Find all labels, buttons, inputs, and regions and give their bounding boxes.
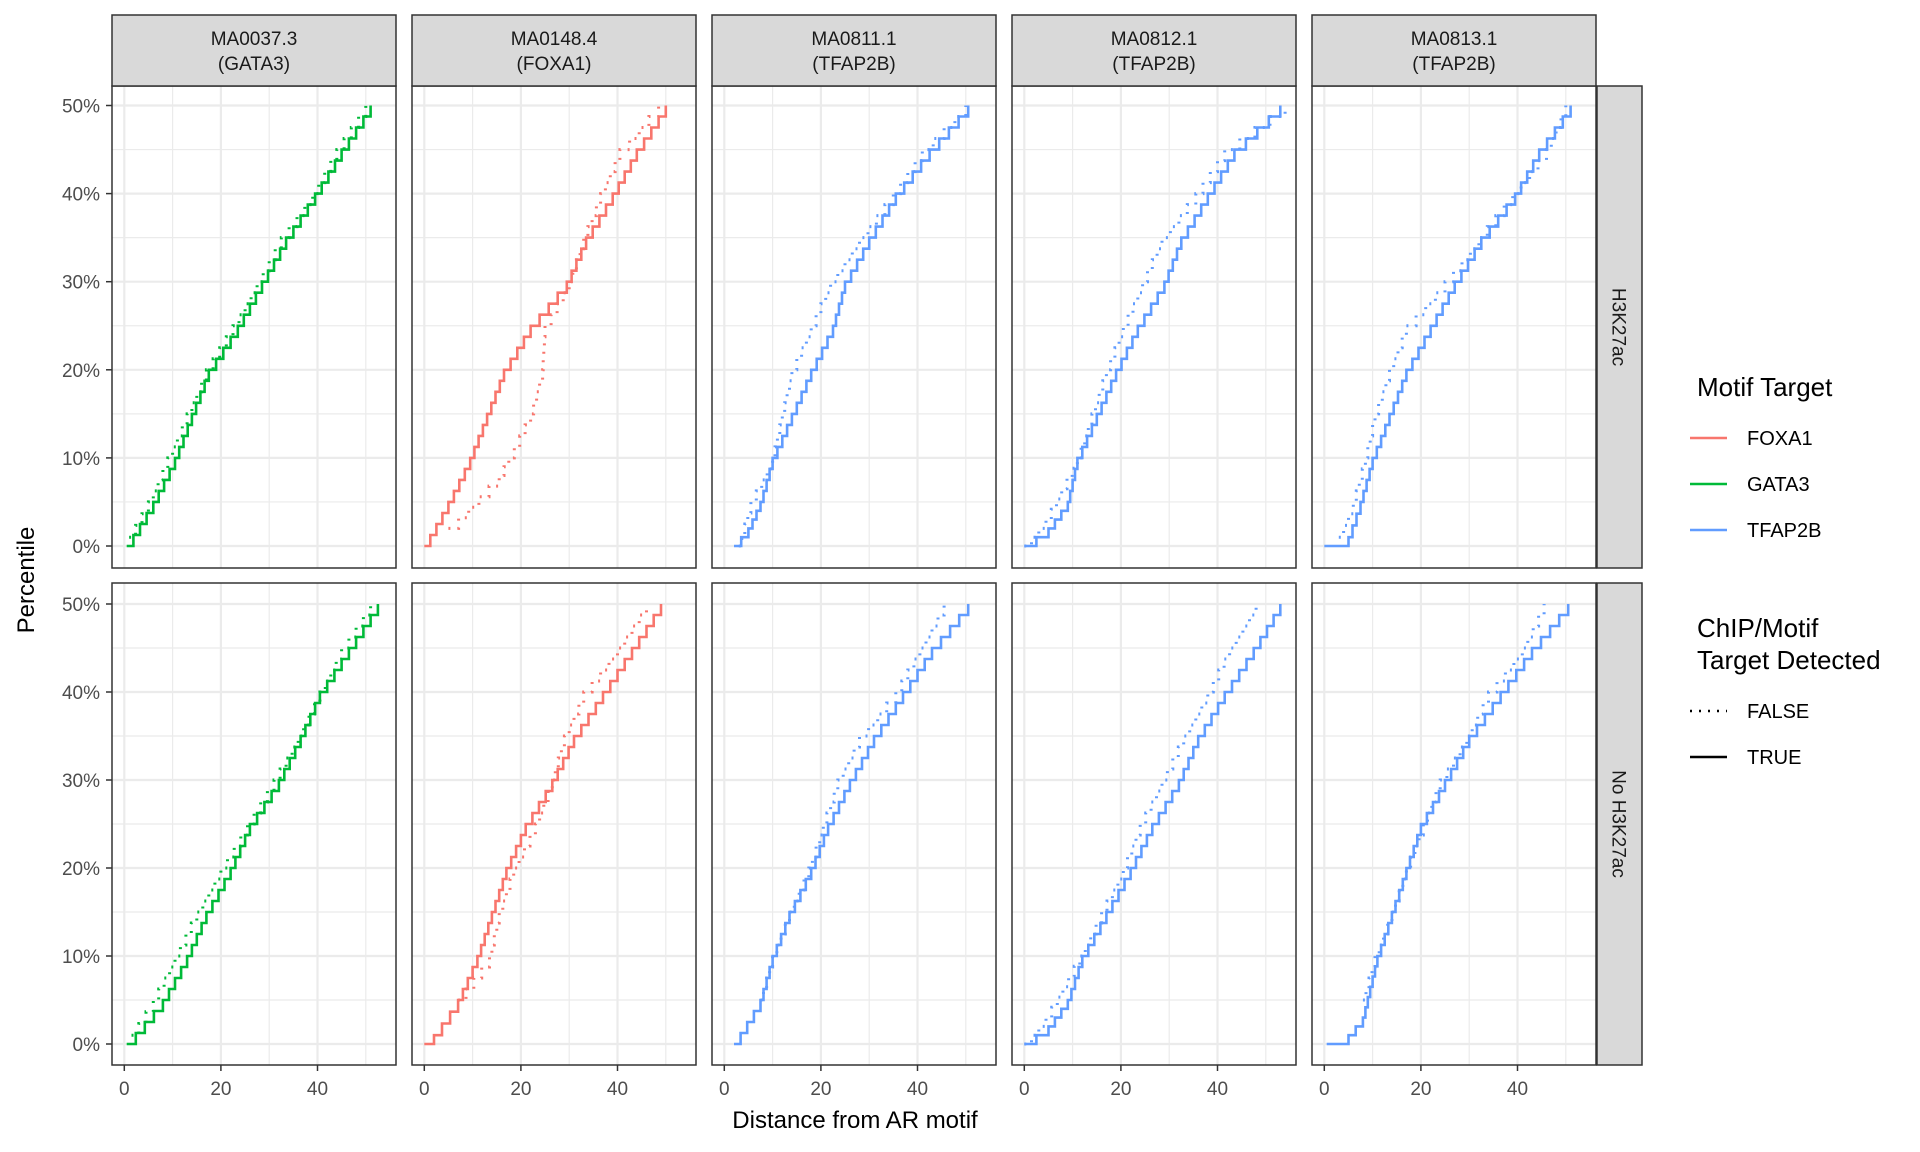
linetype-legend: ChIP/Motif Target Detected FALSE TRUE (1690, 613, 1881, 769)
legend-label: FALSE (1747, 701, 1809, 723)
curve-foxa1-true (424, 604, 663, 1046)
strip-label-id: MA0813.1 (1411, 29, 1498, 50)
x-tick-label: 0 (1319, 1079, 1330, 1100)
panel-no-h3k27ac-MA0813.1 (1311, 582, 1597, 1066)
column-strips: MA0037.3 (GATA3) MA0148.4 (FOXA1) MA0811.1 (T… (111, 14, 1597, 87)
linetype-legend-items: FALSE TRUE (1690, 701, 1809, 769)
y-tick-label: 10% (62, 947, 100, 968)
x-tick-label: 20 (210, 1079, 231, 1100)
linetype-legend-title-line2: Target Detected (1697, 645, 1881, 675)
row-strip-h3k27ac: H3K27ac (1596, 85, 1643, 569)
curve-gata3-true (126, 604, 380, 1046)
curve-tfap2b-true (1024, 105, 1282, 548)
curve-gata3-false (131, 604, 373, 1037)
strip-label-id: MA0037.3 (211, 29, 298, 50)
panel-h3k27ac-MA0811.1 (711, 85, 997, 569)
strip-label-target: (FOXA1) (517, 54, 592, 75)
panel-h3k27ac-MA0813.1 (1311, 85, 1597, 569)
strip-MA0812.1: MA0812.1 (TFAP2B) (1011, 14, 1297, 87)
strip-label-id: MA0812.1 (1111, 29, 1198, 50)
panel-h3k27ac-MA0148.4 (411, 85, 697, 569)
panel-h3k27ac-MA0812.1 (1011, 85, 1297, 569)
y-tick-label: 40% (62, 185, 100, 206)
strip-MA0813.1: MA0813.1 (TFAP2B) (1311, 14, 1597, 87)
x-tick-label: 40 (1507, 1079, 1528, 1100)
curve-gata3-false (129, 105, 368, 539)
linetype-legend-title-line1: ChIP/Motif (1697, 613, 1819, 643)
x-tick-label: 0 (419, 1079, 430, 1100)
strip-label-target: (TFAP2B) (1412, 54, 1495, 75)
curve-foxa1-true (424, 105, 668, 548)
y-tick-label: 0% (73, 1035, 101, 1056)
row-strip-label: H3K27ac (1608, 288, 1629, 366)
x-tick-label: 20 (1110, 1079, 1131, 1100)
strip-MA0037.3: MA0037.3 (GATA3) (111, 14, 397, 87)
strip-label-target: (GATA3) (218, 54, 290, 75)
x-tick-label: 20 (510, 1079, 531, 1100)
legend-label: TFAP2B (1747, 520, 1821, 542)
curve-tfap2b-false (1024, 604, 1258, 1046)
y-tick-label: 0% (73, 537, 101, 558)
y-tick-label: 30% (62, 771, 100, 792)
curve-tfap2b-false (1338, 105, 1568, 539)
legend-label: GATA3 (1747, 474, 1810, 496)
panel-no-h3k27ac-MA0037.3 (111, 582, 397, 1066)
legend-label: TRUE (1747, 747, 1801, 769)
y-tick-label: 30% (62, 273, 100, 294)
strip-label-id: MA0148.4 (511, 29, 598, 50)
x-axis-title: Distance from AR motif (732, 1107, 978, 1134)
y-axis-title: Percentile (13, 527, 40, 634)
panel-no-h3k27ac-MA0812.1 (1011, 582, 1297, 1066)
legend-item-gata3: GATA3 (1690, 474, 1810, 496)
color-legend-title: Motif Target (1697, 372, 1833, 402)
curve-tfap2b-true (1326, 604, 1570, 1046)
y-tick-label: 50% (62, 595, 100, 616)
x-tick-label: 0 (119, 1079, 130, 1100)
strip-MA0811.1: MA0811.1 (TFAP2B) (711, 14, 997, 87)
x-tick-label: 20 (1410, 1079, 1431, 1100)
strip-MA0148.4: MA0148.4 (FOXA1) (411, 14, 697, 87)
row-strip-no-h3k27ac: No H3K27ac (1596, 582, 1643, 1066)
x-axis: 0 20 40 0 20 40 0 20 40 0 20 40 0 20 40 (119, 1065, 1528, 1100)
x-tick-label: 20 (810, 1079, 831, 1100)
row-strip-label: No H3K27ac (1608, 770, 1629, 878)
x-tick-label: 40 (907, 1079, 928, 1100)
y-tick-label: 10% (62, 449, 100, 470)
legend-item-false: FALSE (1690, 701, 1809, 723)
x-tick-label: 0 (719, 1079, 730, 1100)
legend-item-true: TRUE (1690, 747, 1801, 769)
strip-label-id: MA0811.1 (811, 29, 896, 50)
panel-no-h3k27ac-MA0811.1 (711, 582, 997, 1066)
legend-label: FOXA1 (1747, 428, 1813, 450)
row-strips: H3K27ac No H3K27ac (1596, 85, 1643, 1066)
strip-label-target: (TFAP2B) (812, 54, 895, 75)
curve-tfap2b-true (1024, 604, 1282, 1046)
color-legend: Motif Target FOXA1 GATA3 TFAP2B (1690, 372, 1833, 542)
legend: Motif Target FOXA1 GATA3 TFAP2B ChIP/Motif… (1690, 372, 1881, 769)
color-legend-items: FOXA1 GATA3 TFAP2B (1690, 428, 1821, 542)
legend-item-foxa1: FOXA1 (1690, 428, 1813, 450)
legend-item-tfap2b: TFAP2B (1690, 520, 1821, 542)
x-tick-label: 40 (1207, 1079, 1228, 1100)
panel-no-h3k27ac-MA0148.4 (411, 582, 697, 1066)
facet-panels (111, 85, 1597, 1066)
y-tick-label: 20% (62, 859, 100, 880)
curve-tfap2b-true (734, 604, 970, 1046)
x-tick-label: 40 (607, 1079, 628, 1100)
y-tick-label: 50% (62, 97, 100, 118)
x-tick-label: 0 (1019, 1079, 1030, 1100)
x-tick-label: 40 (307, 1079, 328, 1100)
y-tick-label: 40% (62, 683, 100, 704)
y-axis: 0% 10% 20% 30% 40% 50% 0% 10% 20% 30% 40% 50% (62, 97, 112, 1056)
y-tick-label: 20% (62, 361, 100, 382)
strip-label-target: (TFAP2B) (1112, 54, 1195, 75)
curve-tfap2b-false (760, 604, 946, 1002)
panel-h3k27ac-MA0037.3 (111, 85, 397, 569)
